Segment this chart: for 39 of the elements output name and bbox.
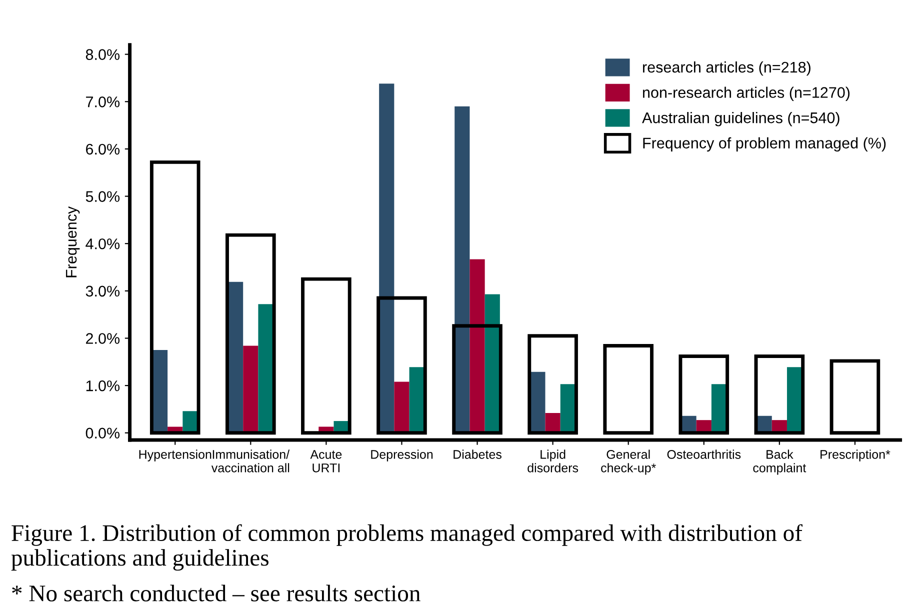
bar	[243, 346, 258, 433]
bar	[530, 372, 546, 433]
x-tick-label: General check-up*	[601, 450, 656, 475]
x-tick-label: Acute URTI	[310, 450, 342, 472]
legend-label: Australian guidelines (n=540)	[642, 112, 840, 126]
x-tick-label: Immunisation/ vaccination all	[211, 450, 290, 472]
bar	[379, 84, 394, 433]
legend-label: Frequency of problem managed (%)	[643, 137, 886, 152]
x-tick-label: Hypertension	[139, 450, 212, 462]
y-tick-label: 5.0%	[86, 191, 120, 202]
bar	[228, 282, 244, 433]
legend-label: non-research articles (n=1270)	[643, 86, 850, 101]
y-tick-label: 6.0%	[86, 144, 120, 155]
x-tick-label: Prescription*	[820, 450, 890, 462]
y-tick-label: 7.0%	[86, 96, 120, 108]
y-tick-label: 0.0%	[86, 428, 120, 439]
bar	[454, 106, 470, 433]
x-tick-label: Osteoarthritis	[667, 450, 741, 459]
bar	[484, 294, 500, 433]
y-tick-label: 1.0%	[86, 380, 120, 392]
x-tick-label: Lipid disorders	[528, 450, 578, 472]
y-tick-label: 4.0%	[86, 238, 120, 250]
bar	[394, 382, 410, 433]
y-tick-label: 2.0%	[86, 333, 120, 344]
bar	[258, 304, 274, 433]
legend-label: research articles (n=218)	[643, 61, 810, 76]
bar	[409, 367, 424, 433]
x-tick-label: Back complaint	[753, 450, 806, 475]
y-tick-label: 3.0%	[86, 286, 120, 297]
y-axis-title: Frequency	[66, 206, 80, 278]
x-tick-label: Diabetes	[454, 450, 502, 459]
bar	[545, 412, 560, 433]
bar	[786, 367, 802, 433]
x-tick-label: Depression	[371, 450, 433, 462]
text: * No search conducted – see results section	[12, 584, 420, 602]
y-tick-label: 8.0%	[86, 49, 120, 60]
caption: Figure 1. Distribution of common problems managed compared with distribution of publications and guidelines	[11, 524, 802, 571]
bar	[470, 259, 485, 433]
bar	[152, 350, 168, 433]
